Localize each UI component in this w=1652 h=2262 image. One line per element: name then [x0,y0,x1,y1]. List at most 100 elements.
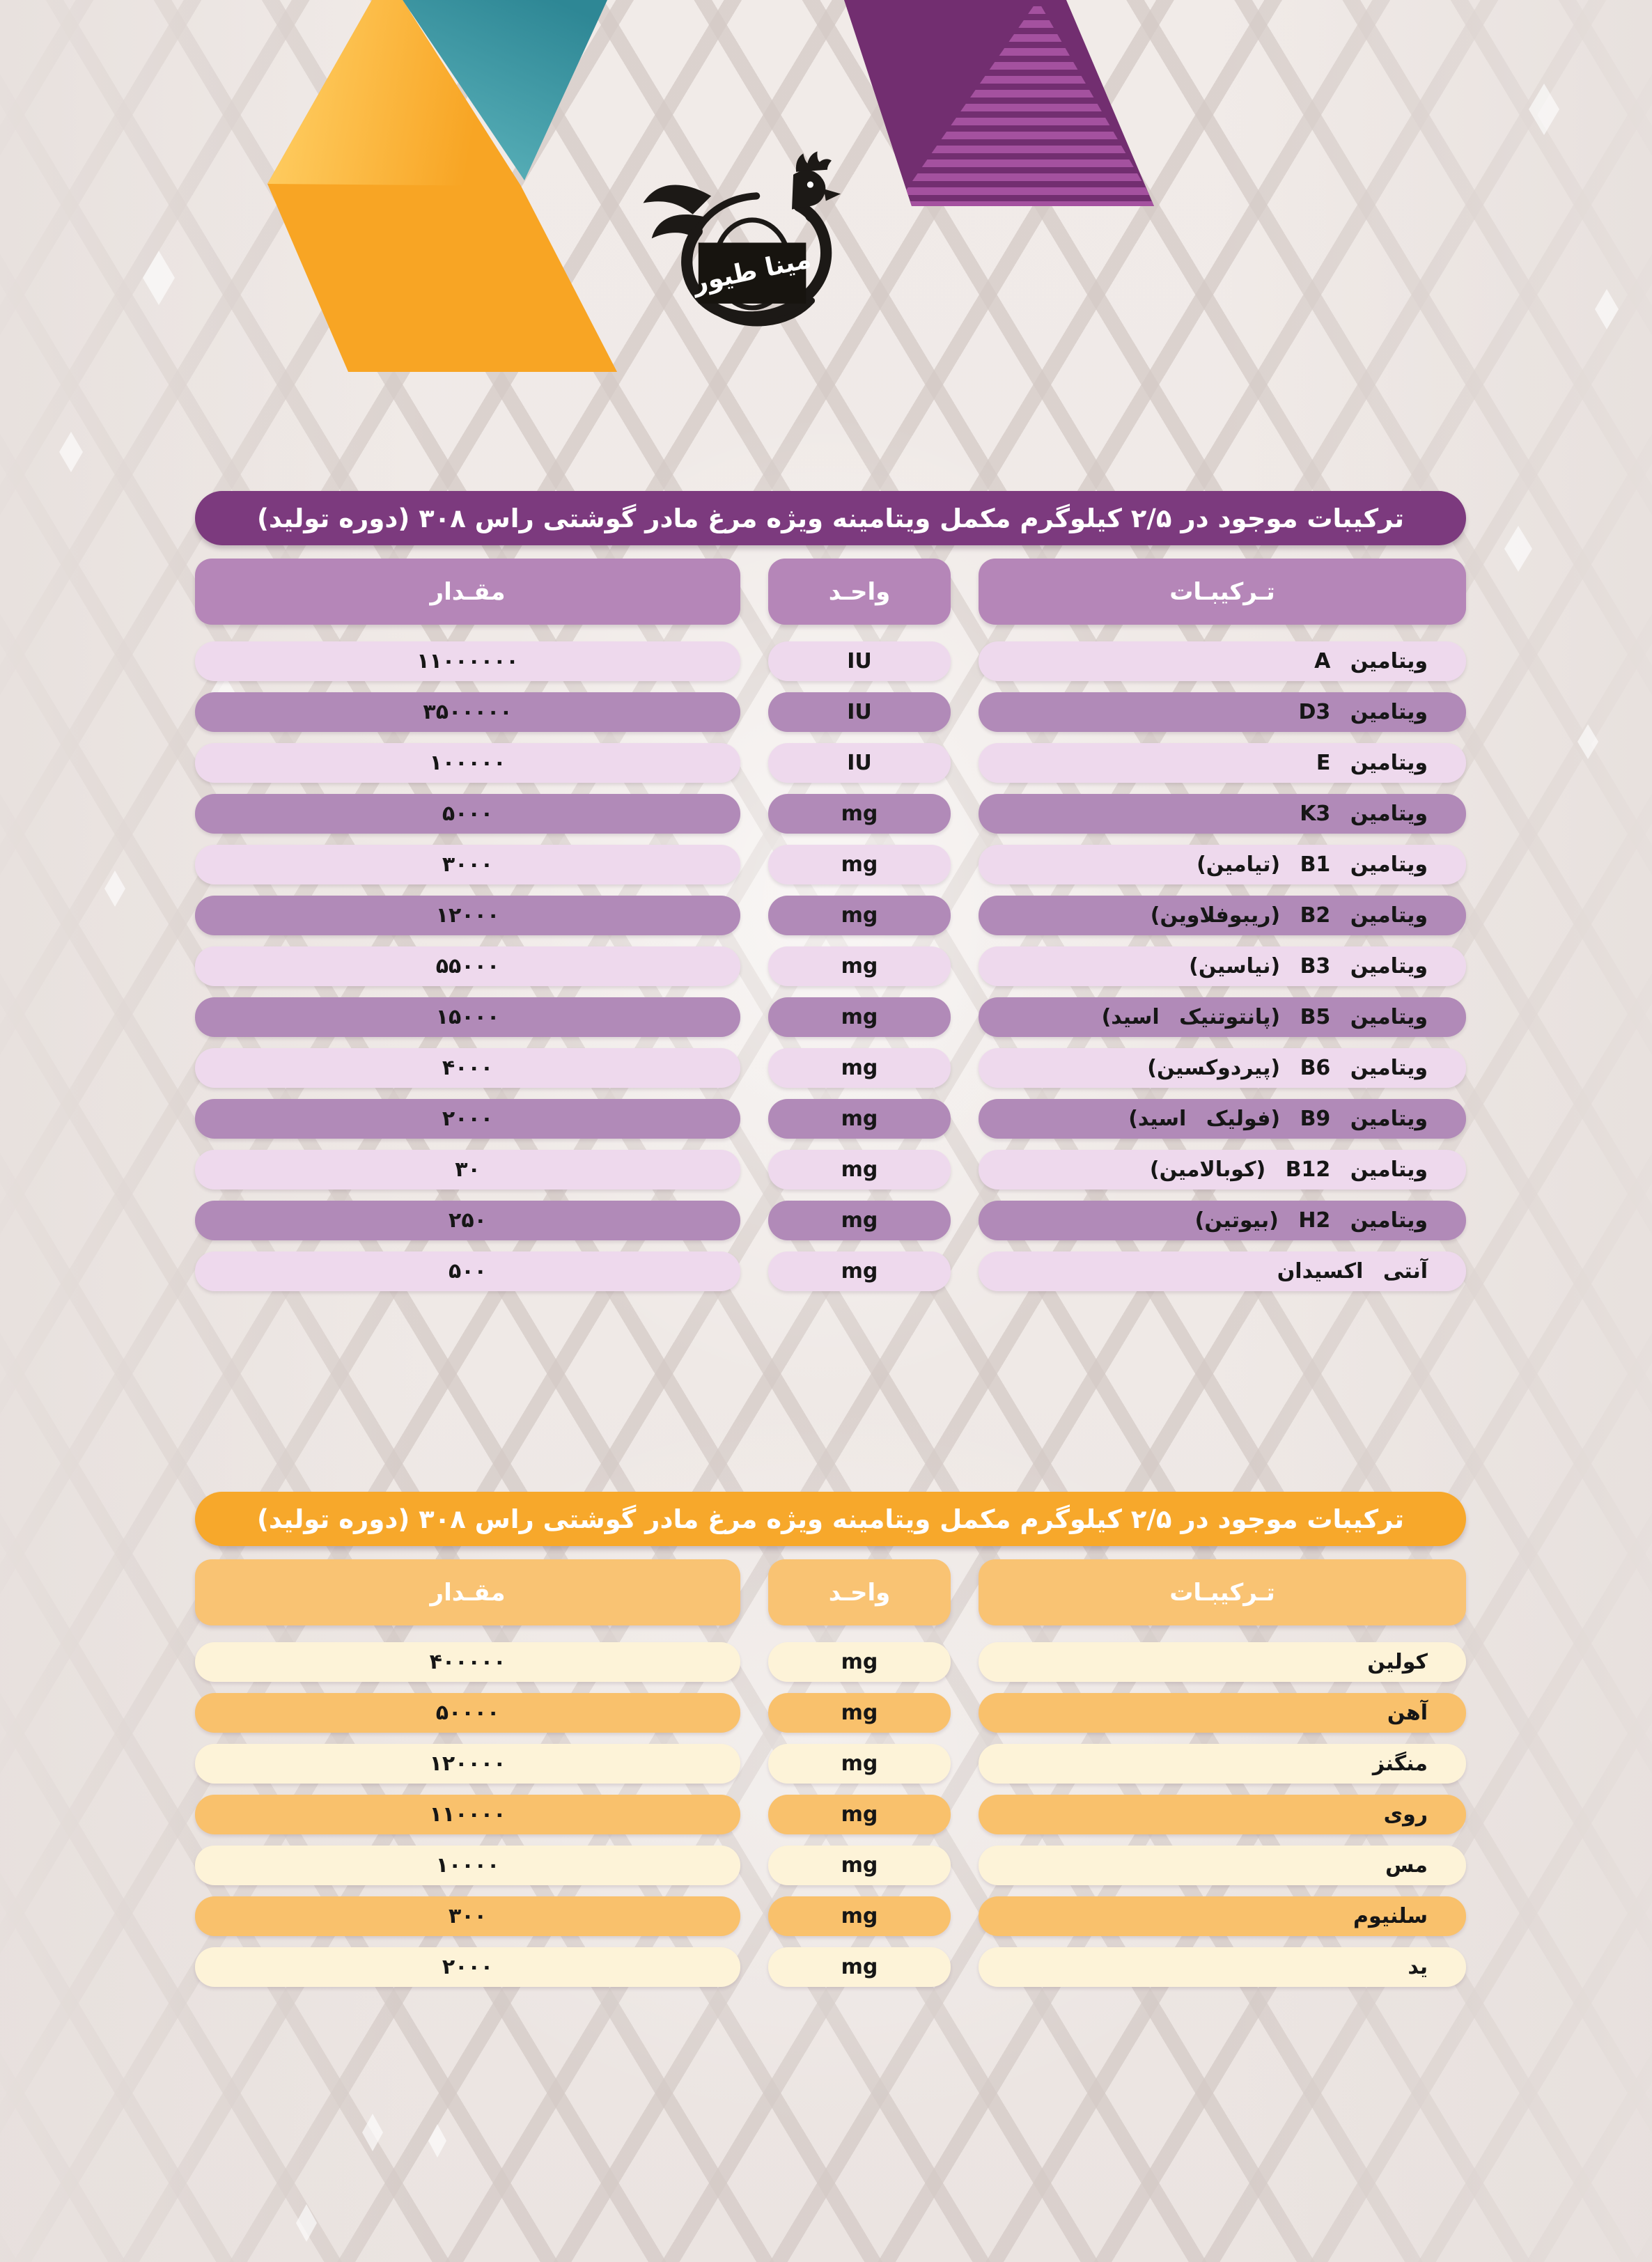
table-row: ویتامین B2 (ریبوفلاوین) mg ۱۲۰۰۰ [195,896,1466,935]
unit-cell: mg [768,1947,951,1987]
compound-cell: ویتامین B5 (پانتوتنیک اسید) [979,997,1466,1037]
compound-cell: ید [979,1947,1466,1987]
unit-cell: mg [768,1251,951,1291]
unit-cell: IU [768,692,951,732]
column-header-amount: مقـدار [195,1559,740,1625]
unit-cell: mg [768,1201,951,1240]
amount-cell: ۱۰۰۰۰ [195,1846,740,1885]
amount-cell: ۱۱۰۰۰۰ [195,1795,740,1834]
rooster-logo: مینا طیور [643,151,841,327]
column-header-amount: مقـدار [195,559,740,625]
compound-cell: روی [979,1795,1466,1834]
compound-cell: آهن [979,1693,1466,1733]
amount-cell: ۳۰ [195,1150,740,1190]
unit-cell: mg [768,1846,951,1885]
unit-cell: mg [768,1150,951,1190]
unit-cell: IU [768,641,951,681]
table-row: آنتی اکسیدان mg ۵۰۰ [195,1251,1466,1291]
amount-cell: ۴۰۰۰ [195,1048,740,1088]
compound-cell: ویتامین B6 (پیردوکسین) [979,1048,1466,1088]
table-row: ویتامین E IU ۱۰۰۰۰۰ [195,743,1466,783]
mineral-table-header-row: تـرکیبـات واحـد مقـدار [195,1559,1466,1625]
table-row: سلنیوم mg ۳۰۰ [195,1896,1466,1936]
amount-cell: ۱۱۰۰۰۰۰۰ [195,641,740,681]
unit-cell: mg [768,1099,951,1139]
vitamin-table-title: ترکیبات موجود در ۲/۵ کیلوگرم مکمل ویتامی… [195,491,1466,545]
compound-cell: ویتامین E [979,743,1466,783]
unit-cell: mg [768,1896,951,1936]
amount-cell: ۱۲۰۰۰۰ [195,1744,740,1784]
column-header-unit: واحـد [768,559,951,625]
unit-cell: mg [768,946,951,986]
tail-feather-top [643,185,712,214]
table-row: ویتامین D3 IU ۳۵۰۰۰۰۰ [195,692,1466,732]
compound-cell: ویتامین H2 (بیوتین) [979,1201,1466,1240]
amount-cell: ۱۰۰۰۰۰ [195,743,740,783]
compound-cell: سلنیوم [979,1896,1466,1936]
mineral-table-section: ترکیبات موجود در ۲/۵ کیلوگرم مکمل ویتامی… [195,1492,1466,1998]
beak [823,189,841,201]
unit-cell: mg [768,1048,951,1088]
compound-cell: ویتامین D3 [979,692,1466,732]
body-underline [712,297,816,327]
unit-cell: mg [768,1744,951,1784]
unit-cell: mg [768,794,951,834]
compound-cell: کولین [979,1642,1466,1682]
table-row: ویتامین K3 mg ۵۰۰۰ [195,794,1466,834]
logo-label-plate [698,242,806,304]
column-header-compound: تـرکیبـات [979,559,1466,625]
amount-cell: ۳۰۰۰ [195,845,740,884]
table-row: ویتامین B12 (کوبالامین) mg ۳۰ [195,1150,1466,1190]
compound-cell: ویتامین B9 (فولیک اسید) [979,1099,1466,1139]
unit-cell: IU [768,743,951,783]
compound-cell: ویتامین B2 (ریبوفلاوین) [979,896,1466,935]
compound-cell: مس [979,1846,1466,1885]
column-header-unit: واحـد [768,1559,951,1625]
vitamin-table-section: ترکیبات موجود در ۲/۵ کیلوگرم مکمل ویتامی… [195,491,1466,1302]
table-row: منگنز mg ۱۲۰۰۰۰ [195,1744,1466,1784]
amount-cell: ۲۰۰۰ [195,1099,740,1139]
vitamin-table-rows: ویتامین A IU ۱۱۰۰۰۰۰۰ ویتامین D3 IU ۳۵۰۰… [195,641,1466,1291]
table-row: ویتامین B5 (پانتوتنیک اسید) mg ۱۵۰۰۰ [195,997,1466,1037]
compound-cell: ویتامین B1 (تیامین) [979,845,1466,884]
unit-cell: mg [768,845,951,884]
vitamin-table-header-row: تـرکیبـات واحـد مقـدار [195,559,1466,625]
amount-cell: ۱۵۰۰۰ [195,997,740,1037]
body-outline [681,200,832,323]
table-row: ویتامین A IU ۱۱۰۰۰۰۰۰ [195,641,1466,681]
unit-cell: mg [768,997,951,1037]
table-row: ویتامین H2 (بیوتین) mg ۲۵۰ [195,1201,1466,1240]
table-row: ویتامین B3 (نیاسین) mg ۵۵۰۰۰ [195,946,1466,986]
table-row: کولین mg ۴۰۰۰۰۰ [195,1642,1466,1682]
amount-cell: ۳۵۰۰۰۰۰ [195,692,740,732]
amount-cell: ۵۰۰ [195,1251,740,1291]
unit-cell: mg [768,1795,951,1834]
unit-cell: mg [768,1693,951,1733]
amount-cell: ۱۲۰۰۰ [195,896,740,935]
table-row: ویتامین B6 (پیردوکسین) mg ۴۰۰۰ [195,1048,1466,1088]
compound-cell: ویتامین A [979,641,1466,681]
mineral-table-rows: کولین mg ۴۰۰۰۰۰ آهن mg ۵۰۰۰۰ منگنز mg ۱۲… [195,1642,1466,1987]
amount-cell: ۲۰۰۰ [195,1947,740,1987]
amount-cell: ۲۵۰ [195,1201,740,1240]
table-row: ویتامین B1 (تیامین) mg ۳۰۰۰ [195,845,1466,884]
eye [806,181,814,188]
table-row: آهن mg ۵۰۰۰۰ [195,1693,1466,1733]
compound-cell: منگنز [979,1744,1466,1784]
unit-cell: mg [768,1642,951,1682]
compound-cell: ویتامین B12 (کوبالامین) [979,1150,1466,1190]
compound-cell: آنتی اکسیدان [979,1251,1466,1291]
table-row: مس mg ۱۰۰۰۰ [195,1846,1466,1885]
amount-cell: ۵۰۰۰ [195,794,740,834]
amount-cell: ۵۰۰۰۰ [195,1693,740,1733]
compound-cell: ویتامین B3 (نیاسین) [979,946,1466,986]
amount-cell: ۳۰۰ [195,1896,740,1936]
table-row: روی mg ۱۱۰۰۰۰ [195,1795,1466,1834]
table-row: ید mg ۲۰۰۰ [195,1947,1466,1987]
amount-cell: ۵۵۰۰۰ [195,946,740,986]
comb [795,151,832,172]
compound-cell: ویتامین K3 [979,794,1466,834]
amount-cell: ۴۰۰۰۰۰ [195,1642,740,1682]
head [792,170,826,210]
